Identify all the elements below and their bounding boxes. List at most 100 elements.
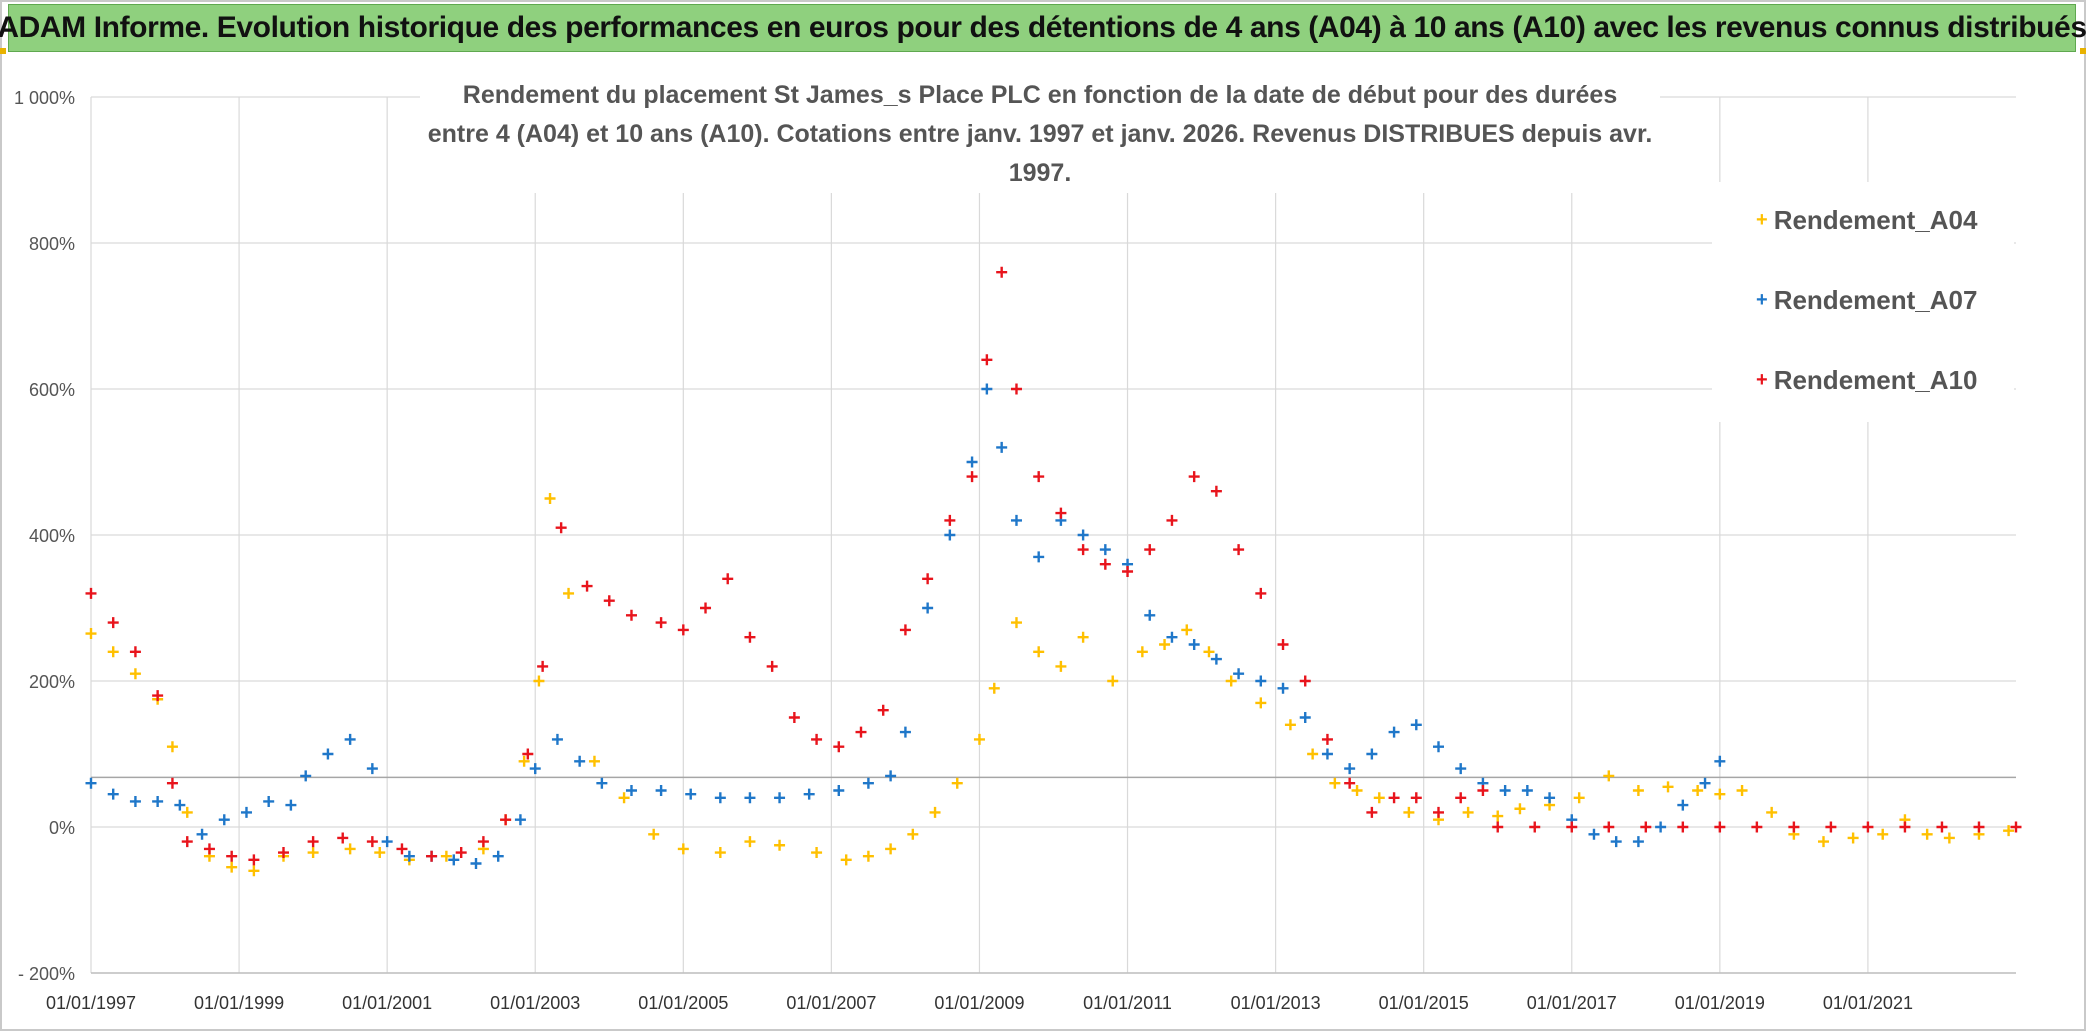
chart-title-line-2: entre 4 (A04) et 10 ans (A10). Cotations… bbox=[427, 120, 1653, 187]
data-point-rendement-a07 bbox=[85, 777, 97, 789]
data-point-rendement-a07 bbox=[1321, 748, 1333, 760]
data-point-rendement-a04 bbox=[1307, 748, 1319, 760]
legend-marker-a04: + bbox=[1756, 208, 1768, 231]
data-point-rendement-a10 bbox=[1388, 792, 1400, 804]
data-point-rendement-a07 bbox=[285, 799, 297, 811]
data-point-rendement-a04 bbox=[533, 675, 545, 687]
data-point-rendement-a07 bbox=[1366, 748, 1378, 760]
data-point-rendement-a04 bbox=[226, 861, 238, 873]
data-point-rendement-a10 bbox=[1788, 821, 1800, 833]
data-point-rendement-a07 bbox=[322, 748, 334, 760]
data-point-rendement-a07 bbox=[899, 726, 911, 738]
data-point-rendement-a04 bbox=[1714, 788, 1726, 800]
data-point-rendement-a10 bbox=[1973, 821, 1985, 833]
data-point-rendement-a04 bbox=[1877, 828, 1889, 840]
data-point-rendement-a07 bbox=[218, 814, 230, 826]
data-point-rendement-a07 bbox=[263, 795, 275, 807]
data-point-rendement-a04 bbox=[774, 839, 786, 851]
data-point-rendement-a07 bbox=[1714, 755, 1726, 767]
data-point-rendement-a07 bbox=[803, 788, 815, 800]
data-point-rendement-a07 bbox=[344, 733, 356, 745]
data-point-rendement-a07 bbox=[1166, 631, 1178, 643]
data-point-rendement-a04 bbox=[1603, 770, 1615, 782]
x-tick-label: 01/01/2013 bbox=[1231, 993, 1321, 1013]
data-point-rendement-a04 bbox=[1107, 675, 1119, 687]
data-point-rendement-a10 bbox=[899, 624, 911, 636]
data-point-rendement-a04 bbox=[1943, 832, 1955, 844]
data-point-rendement-a10 bbox=[981, 354, 993, 366]
data-point-rendement-a07 bbox=[1632, 836, 1644, 848]
legend-item-a04: + Rendement_A04 bbox=[1756, 200, 1977, 240]
chart-title: Rendement du placement St James_s Place … bbox=[420, 76, 1660, 193]
data-point-rendement-a07 bbox=[944, 529, 956, 541]
data-point-rendement-a10 bbox=[500, 814, 512, 826]
data-point-rendement-a04 bbox=[2003, 825, 2015, 837]
data-point-rendement-a04 bbox=[618, 792, 630, 804]
data-point-rendement-a07 bbox=[1699, 777, 1711, 789]
y-tick-label: - 200% bbox=[18, 964, 75, 984]
data-point-rendement-a04 bbox=[1159, 639, 1171, 650]
legend-item-a07: + Rendement_A07 bbox=[1756, 280, 1977, 320]
data-point-rendement-a10 bbox=[1255, 587, 1267, 599]
data-point-rendement-a07 bbox=[551, 733, 563, 745]
data-point-rendement-a07 bbox=[922, 602, 934, 614]
data-point-rendement-a07 bbox=[366, 763, 378, 775]
data-point-rendement-a04 bbox=[951, 777, 963, 789]
legend-item-a10: + Rendement_A10 bbox=[1756, 360, 1977, 400]
data-point-rendement-a04 bbox=[907, 828, 919, 840]
y-tick-label: 800% bbox=[29, 234, 75, 254]
data-point-rendement-a10 bbox=[152, 690, 164, 702]
data-point-rendement-a04 bbox=[973, 733, 985, 745]
data-point-rendement-a10 bbox=[1529, 821, 1541, 833]
data-point-rendement-a07 bbox=[833, 785, 845, 796]
data-point-rendement-a04 bbox=[1329, 777, 1341, 789]
data-point-rendement-a04 bbox=[166, 741, 178, 753]
data-point-rendement-a04 bbox=[1077, 631, 1089, 643]
data-point-rendement-a07 bbox=[1388, 726, 1400, 738]
data-point-rendement-a07 bbox=[240, 806, 252, 818]
data-point-rendement-a07 bbox=[862, 777, 874, 789]
data-point-rendement-a07 bbox=[966, 456, 978, 468]
data-point-rendement-a04 bbox=[440, 850, 452, 862]
data-point-rendement-a07 bbox=[1544, 792, 1556, 804]
data-point-rendement-a07 bbox=[714, 792, 726, 804]
data-point-rendement-a10 bbox=[996, 266, 1008, 278]
data-point-rendement-a04 bbox=[1573, 792, 1585, 804]
data-point-rendement-a10 bbox=[1033, 471, 1045, 483]
data-point-rendement-a07 bbox=[981, 383, 993, 395]
data-point-rendement-a04 bbox=[1766, 806, 1778, 818]
x-tick-label: 01/01/2019 bbox=[1675, 993, 1765, 1013]
data-point-rendement-a04 bbox=[181, 806, 193, 818]
data-point-rendement-a04 bbox=[1055, 660, 1067, 672]
data-point-rendement-a10 bbox=[555, 522, 567, 534]
data-point-rendement-a10 bbox=[1166, 514, 1178, 526]
data-point-rendement-a10 bbox=[922, 573, 934, 585]
x-tick-label: 01/01/2005 bbox=[638, 993, 728, 1013]
data-point-rendement-a10 bbox=[744, 631, 756, 643]
data-point-rendement-a07 bbox=[625, 785, 637, 796]
data-point-rendement-a07 bbox=[107, 788, 119, 800]
data-point-rendement-a10 bbox=[1433, 806, 1444, 818]
legend-label-a07: Rendement_A07 bbox=[1773, 284, 1978, 315]
data-point-rendement-a10 bbox=[603, 595, 615, 607]
data-point-rendement-a04 bbox=[1818, 836, 1829, 848]
data-point-rendement-a10 bbox=[655, 617, 667, 629]
y-tick-label: 400% bbox=[29, 526, 75, 546]
data-point-rendement-a07 bbox=[1433, 741, 1444, 753]
data-point-rendement-a04 bbox=[744, 836, 756, 848]
data-point-rendement-a10 bbox=[1055, 507, 1067, 519]
data-point-rendement-a07 bbox=[596, 777, 608, 789]
data-point-rendement-a10 bbox=[166, 777, 178, 789]
data-point-rendement-a04 bbox=[1662, 781, 1674, 793]
data-point-rendement-a10 bbox=[366, 836, 378, 848]
data-point-rendement-a10 bbox=[129, 646, 141, 658]
y-tick-label: 200% bbox=[29, 672, 75, 692]
data-point-rendement-a07 bbox=[685, 788, 697, 800]
data-point-rendement-a10 bbox=[226, 850, 238, 862]
data-point-rendement-a07 bbox=[300, 770, 312, 782]
data-point-rendement-a10 bbox=[203, 843, 215, 855]
y-tick-label: 0% bbox=[49, 818, 75, 838]
data-point-rendement-a04 bbox=[988, 682, 1000, 694]
data-point-rendement-a04 bbox=[929, 806, 941, 818]
data-point-rendement-a04 bbox=[1136, 646, 1148, 658]
